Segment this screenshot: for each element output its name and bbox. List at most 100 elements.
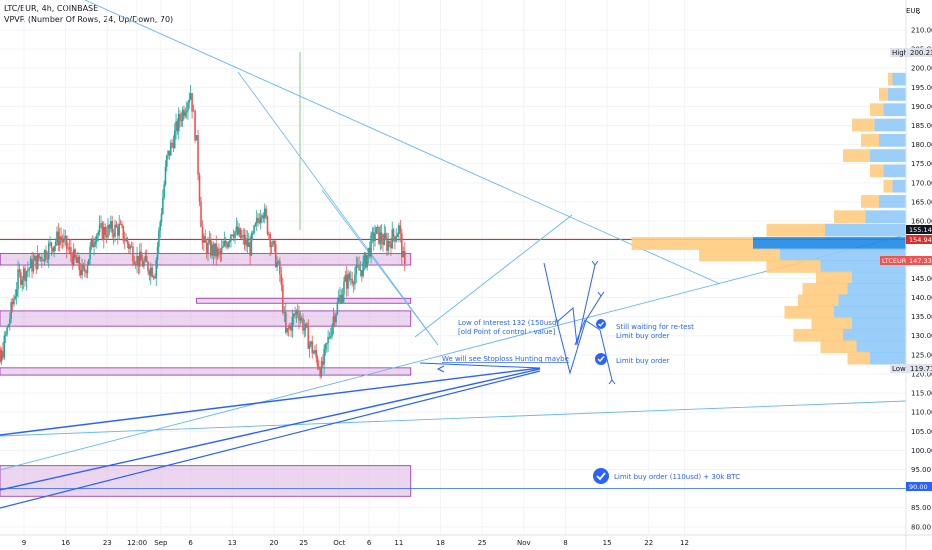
candle-body (180, 119, 183, 122)
volume-profile-up-bar (834, 305, 906, 319)
candle-body (13, 298, 15, 305)
volume-profile-down-bar (798, 294, 839, 308)
price-tick-label: 200.00 (911, 65, 932, 73)
price-axis[interactable]: 80.00 85.00 90.00 95.00 100.00 105.00 110.00 11… (905, 0, 932, 550)
candle-body (218, 248, 220, 251)
candle-body (251, 233, 254, 234)
candle-body (126, 238, 129, 244)
candle-body (384, 233, 387, 239)
volume-profile-down-bar (847, 351, 870, 365)
candle-body (396, 234, 399, 238)
candle-body (280, 274, 283, 285)
candle-body (63, 237, 65, 243)
time-tick-label: 20 (269, 539, 278, 547)
candle-body (348, 273, 351, 280)
candle-body (175, 121, 177, 131)
candle-body (354, 274, 356, 285)
candle-body (266, 216, 269, 235)
candle-body (231, 234, 234, 236)
price-tick-label: 170.00 (911, 179, 932, 187)
candle-body (145, 256, 148, 262)
trendline (321, 189, 439, 346)
price-tick-label: 115.00 (911, 390, 932, 398)
candle-body (14, 296, 17, 299)
svg-text:147.33: 147.33 (909, 257, 932, 265)
candle-body (183, 109, 185, 116)
candle-body (129, 246, 131, 249)
candle-body (197, 135, 199, 175)
candle-body (42, 260, 45, 262)
candle-body (341, 294, 344, 303)
candle-body (15, 289, 18, 297)
volume-profile-up-bar (856, 340, 906, 354)
candle-body (376, 226, 379, 228)
candle-body (0, 349, 1, 362)
candle-body (22, 268, 25, 280)
time-tick-label: 16 (61, 539, 70, 547)
candle-body (259, 217, 262, 223)
time-tick-label: Sep (154, 539, 168, 547)
candle-body (171, 142, 173, 144)
volume-profile-down-bar (766, 223, 825, 237)
candle-body (115, 224, 118, 228)
candle-body (112, 232, 115, 237)
price-tick-label: 195.00 (911, 84, 932, 92)
check-circle-icon (593, 468, 609, 484)
candle-body (29, 258, 32, 269)
candle-body (382, 241, 384, 245)
candle-body (21, 279, 24, 285)
candle-body (84, 268, 86, 272)
annotation-stoploss: We will see Stoploss Hunting maybe (442, 355, 569, 363)
annotation-limit-buy-3: Limit buy order (110usd) + 30k BTC (614, 473, 740, 481)
candle-body (363, 254, 366, 262)
candle-body (370, 234, 372, 257)
candle-body (57, 231, 60, 246)
trendline (0, 370, 541, 509)
candle-body (65, 235, 68, 249)
candle-body (68, 247, 71, 249)
candle-body (323, 348, 325, 365)
candle-body (141, 260, 144, 267)
volume-profile-up-bar (888, 88, 906, 101)
candle-body (359, 270, 362, 271)
candle-body (318, 366, 320, 369)
svg-text:LTCEUR: LTCEUR (882, 257, 907, 265)
currency-dropdown-icon[interactable]: ⌄ (915, 7, 922, 16)
candle-body (402, 251, 405, 258)
candle-body (203, 236, 205, 243)
candle-body (89, 246, 91, 260)
candle-body (332, 316, 335, 326)
candle-body (327, 336, 329, 344)
candle-body (227, 242, 230, 248)
time-tick-label: 18 (436, 539, 445, 547)
time-axis[interactable]: 9 16 23 12:00 Sep 6 13 20 25 Oct 6 11 18 25 Nov 8 15 22 12 (0, 534, 932, 547)
candle-body (195, 135, 198, 141)
candle-body (343, 281, 345, 295)
candle-body (181, 109, 184, 122)
support-zone (0, 253, 412, 266)
projection-path (556, 295, 602, 375)
price-tick-label: 190.00 (911, 103, 932, 111)
time-tick-label: 9 (22, 539, 26, 547)
check-circle-icon (596, 319, 606, 329)
volume-profile-down-bar (883, 179, 893, 193)
time-tick-label: 13 (228, 539, 237, 547)
candle-body (247, 242, 250, 247)
candle-body (128, 243, 130, 249)
time-tick-label: Oct (333, 539, 345, 547)
candle-body (60, 236, 62, 240)
volume-profile-up-bar (838, 294, 906, 308)
candle-body (167, 150, 169, 156)
candle-body (10, 302, 12, 319)
candle-body (28, 268, 31, 270)
candle-body (268, 234, 270, 235)
candle-body (335, 313, 337, 323)
candle-body (287, 327, 290, 329)
candle-body (58, 236, 61, 246)
candle-body (245, 238, 247, 245)
time-tick-label: 8 (563, 539, 567, 547)
candle-body (9, 318, 11, 325)
volume-profile-down-bar (843, 149, 870, 162)
candle-body (25, 271, 28, 282)
